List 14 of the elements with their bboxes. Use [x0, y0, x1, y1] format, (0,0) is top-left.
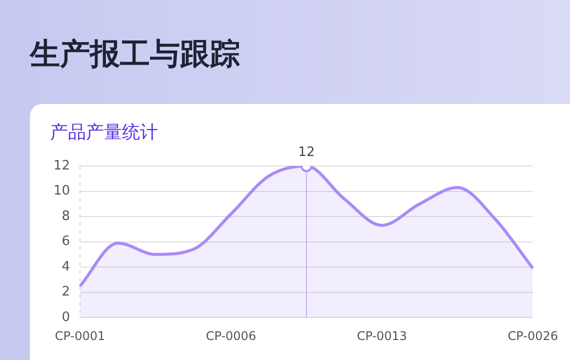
chart-title: 生产报工与跟踪: [30, 36, 240, 74]
y-tick-label: 12: [53, 158, 70, 174]
y-tick-label: 10: [53, 184, 70, 199]
x-tick-label: CP-0006: [206, 328, 256, 343]
y-tick-label: 4: [62, 259, 70, 274]
x-tick-label: CP-0013: [356, 328, 408, 343]
y-tick-label: 8: [62, 208, 70, 224]
data-label: 12: [298, 144, 315, 160]
y-tick-label: 6: [62, 234, 70, 250]
y-tick-label: 2: [62, 284, 70, 300]
y-tick-label: 0: [62, 310, 70, 325]
x-tick-label: CP-0001: [54, 328, 106, 343]
chart-subtitle: 产品产量统计: [50, 121, 158, 144]
x-tick-label: CP-0026: [508, 328, 558, 343]
